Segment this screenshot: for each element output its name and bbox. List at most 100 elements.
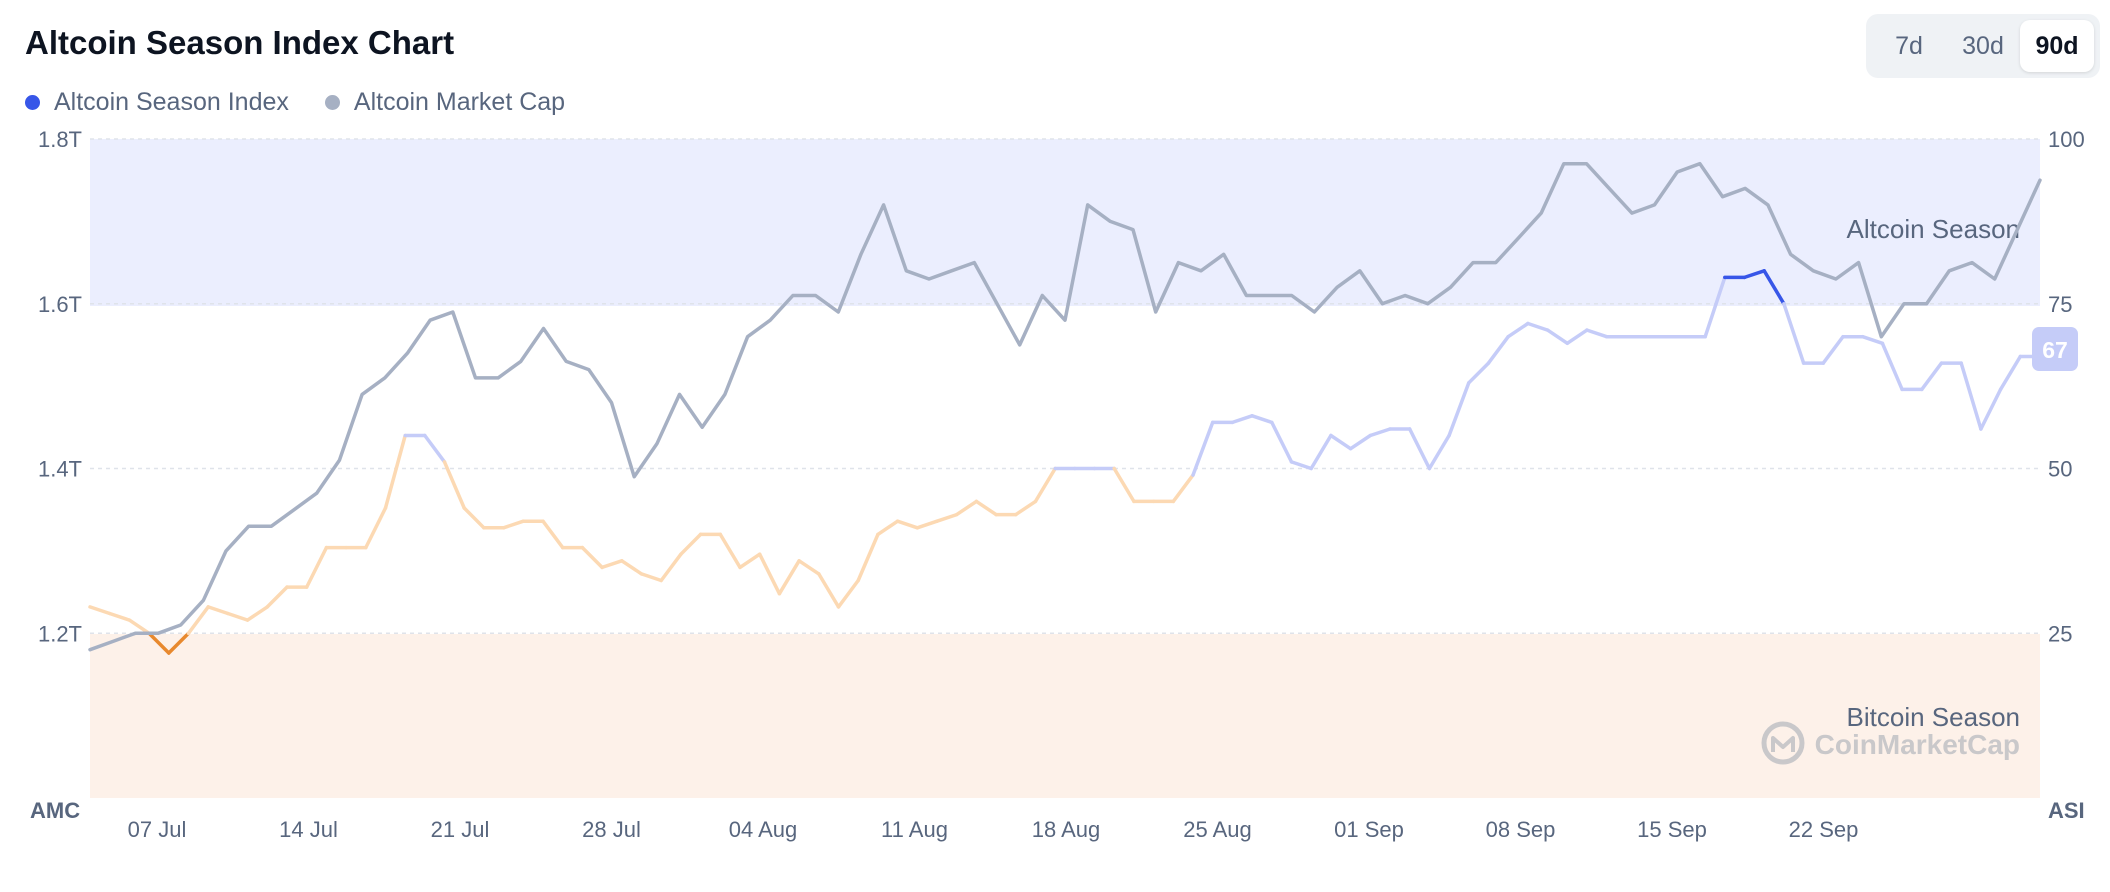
asi-segment xyxy=(1250,414,1274,425)
right-tick-label: 50 xyxy=(2048,457,2072,482)
range-90d-button[interactable]: 90d xyxy=(2020,20,2094,72)
x-tick-label: 22 Sep xyxy=(1789,817,1859,842)
legend-item-market-cap[interactable]: Altcoin Market Cap xyxy=(324,88,565,117)
asi-segment xyxy=(1545,328,1570,346)
asi-segment xyxy=(1014,499,1038,517)
time-range-selector: 7d 30d 90d xyxy=(1866,14,2100,78)
watermark-text: CoinMarketCap xyxy=(1815,729,2020,760)
asi-segment xyxy=(620,559,644,576)
altcoin-season-label: Altcoin Season xyxy=(1847,214,2020,244)
x-tick-label: 11 Aug xyxy=(881,817,948,842)
left-tick-label: 1.4T xyxy=(38,457,82,482)
right-tick-label: 25 xyxy=(2048,621,2072,646)
left-tick-label: 1.8T xyxy=(38,127,82,152)
asi-segment xyxy=(935,512,959,523)
asi-segment xyxy=(1860,334,1885,346)
asi-segment xyxy=(1920,361,1944,392)
asi-segment xyxy=(107,611,132,622)
asi-segment xyxy=(226,611,250,622)
legend-item-season-index[interactable]: Altcoin Season Index xyxy=(25,88,289,117)
asi-segment xyxy=(895,519,920,530)
asi-segment xyxy=(1526,321,1550,332)
asi-segment xyxy=(147,631,171,655)
asi-segment xyxy=(1270,420,1294,464)
asi-segment xyxy=(757,552,782,596)
asi-segment xyxy=(541,519,565,550)
legend-dot-season-index xyxy=(25,95,40,110)
watermark: CoinMarketCap xyxy=(1761,721,2020,765)
asi-segment xyxy=(1191,420,1215,477)
asi-segment xyxy=(738,552,762,570)
asi-segment xyxy=(1033,466,1057,504)
range-7d-button[interactable]: 7d xyxy=(1872,20,1946,72)
asi-segment xyxy=(442,460,466,510)
x-tick-label: 15 Sep xyxy=(1637,817,1707,842)
asi-segment xyxy=(364,506,388,550)
altcoin-season-index-line xyxy=(88,269,2042,655)
asi-segment xyxy=(265,585,289,609)
asi-segment xyxy=(1998,354,2023,392)
left-axis-ticks: 1.2T 1.4T 1.6T 1.8T xyxy=(38,127,82,646)
asi-segment xyxy=(718,532,742,570)
right-axis-ticks: 25 50 75 100 xyxy=(2048,127,2085,646)
asi-segment xyxy=(797,559,821,576)
right-tick-label: 75 xyxy=(2048,292,2072,317)
legend-label-season-index: Altcoin Season Index xyxy=(54,88,289,116)
x-tick-label: 21 Jul xyxy=(431,817,490,842)
asi-segment xyxy=(1171,473,1195,504)
asi-segment xyxy=(167,631,191,655)
asi-segment xyxy=(1880,341,1904,392)
asi-segment xyxy=(423,433,447,464)
left-tick-label: 1.2T xyxy=(38,621,82,646)
asi-segment xyxy=(659,552,683,583)
asi-segment xyxy=(1467,361,1491,385)
asi-segment xyxy=(856,532,880,583)
asi-segment xyxy=(245,605,270,622)
right-tick-label: 100 xyxy=(2048,127,2085,152)
chart-legend: Altcoin Season Index Altcoin Market Cap xyxy=(25,88,565,117)
asi-segment xyxy=(1329,433,1353,451)
asi-segment xyxy=(777,559,801,596)
asi-segment xyxy=(817,572,841,609)
x-tick-label: 07 Jul xyxy=(128,817,187,842)
asi-segment xyxy=(1348,433,1373,451)
range-30d-button[interactable]: 30d xyxy=(1946,20,2020,72)
asi-segment xyxy=(1703,275,1727,339)
asi-segment xyxy=(580,545,604,570)
asi-segment xyxy=(1309,433,1333,471)
asi-segment xyxy=(836,578,860,609)
bitcoin-season-label: Bitcoin Season xyxy=(1847,702,2020,732)
asi-segment xyxy=(501,519,526,530)
legend-dot-market-cap xyxy=(324,95,340,110)
asi-segment xyxy=(88,605,112,616)
x-axis-ticks: 07 Jul 14 Jul 21 Jul 28 Jul 04 Aug 11 Aug 18 A… xyxy=(128,817,1859,842)
right-axis-label: ASI xyxy=(2048,798,2085,823)
x-tick-label: 01 Sep xyxy=(1334,817,1404,842)
chart-title: Altcoin Season Index Chart xyxy=(25,24,455,61)
coinmarketcap-logo-icon xyxy=(1761,721,1805,765)
asi-segment xyxy=(876,519,900,537)
asi-segment xyxy=(974,499,998,517)
asi-segment xyxy=(600,559,624,570)
current-value-text: 67 xyxy=(2042,337,2068,363)
asi-segment xyxy=(1230,414,1254,425)
asi-segment xyxy=(1407,427,1432,471)
asi-segment xyxy=(186,605,210,636)
asi-segment xyxy=(1289,460,1313,471)
asi-segment xyxy=(1742,269,1766,280)
x-tick-label: 25 Aug xyxy=(1183,817,1252,842)
bitcoin-season-zone xyxy=(90,634,2040,798)
asi-segment xyxy=(1427,433,1451,471)
asi-segment xyxy=(1979,387,2003,431)
asi-segment xyxy=(1959,361,1983,431)
asi-segment xyxy=(915,519,939,530)
asi-segment xyxy=(1368,427,1392,438)
asi-segment xyxy=(1782,302,1806,365)
altcoin-market-cap-line xyxy=(88,161,2042,652)
asi-segment xyxy=(206,605,230,616)
x-tick-label: 08 Sep xyxy=(1486,817,1556,842)
x-tick-label: 14 Jul xyxy=(279,817,338,842)
asi-segment xyxy=(1821,334,1845,365)
asi-segment xyxy=(1762,269,1786,306)
